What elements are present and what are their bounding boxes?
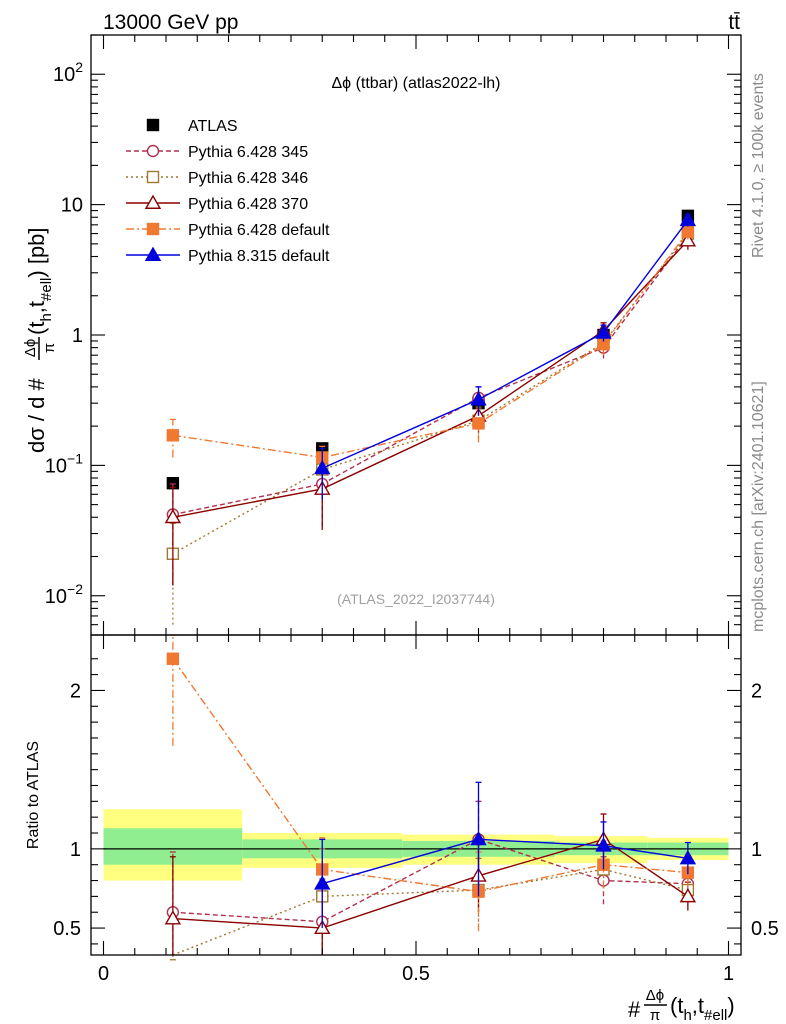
main-ytick-label-0: 10−2 (45, 581, 83, 608)
legend-item-pythia-6-428-346: Pythia 6.428 346 (126, 170, 308, 187)
ylabel-sub1: h (38, 313, 55, 321)
ratio-point-pythia-8-315-default-1 (314, 875, 331, 890)
main-line-pythia-6-428-345 (172, 235, 689, 516)
xlabel-sub1: h (683, 1007, 691, 1024)
main-point-pythia-8-315-default-3 (595, 324, 612, 339)
xlabel-args: (th,t#ell) (670, 993, 735, 1024)
ratio-point-pythia-8-315-default-2 (470, 830, 487, 846)
xlabel-num: Δϕ (646, 987, 664, 1004)
ratio-point-pythia-8-315-default-4 (679, 849, 697, 865)
main-ytick-label-4: 102 (53, 59, 83, 86)
main-axes-layer: 10−2 10−1 1 10 102 (45, 34, 742, 636)
xlabel-prefix: # (628, 997, 641, 1022)
ratio-series-pythia-6-428-345 (166, 800, 695, 955)
legend-label-atlas: ATLAS (188, 118, 238, 135)
ratio-xtick-label-2: 1 (723, 963, 734, 985)
chart-title: Δϕ (ttbar) (atlas2022-lh) (331, 75, 500, 92)
ratio-series-layer (164, 634, 697, 961)
ylabel-mid: ,t (24, 301, 49, 313)
ratio-ylabel: Ratio to ATLAS (25, 741, 42, 849)
legend-item-pythia-6-428-370: Pythia 6.428 370 (126, 194, 308, 213)
ratio-bands-layer (103, 809, 729, 881)
main-series-layer (164, 209, 697, 625)
ylabel-num: Δϕ (22, 339, 39, 357)
mcplots-label: mcplots.cern.ch [arXiv:2401.10621] (750, 381, 767, 632)
ratio-ytick-label-left-0: 0.5 (53, 918, 81, 940)
legend-marker-pythia-6-428-346 (146, 170, 160, 184)
ratio-series-pythia-6-428-default (166, 634, 695, 932)
legend-label-pythia-6-428-345: Pythia 6.428 345 (188, 144, 308, 161)
ratio-line-pythia-6-428-346 (172, 868, 689, 956)
legend-marker-pythia-6-428-345 (146, 144, 160, 158)
ratio-ytick-label-right-0: 0.5 (751, 918, 779, 940)
ratio-ytick-label-left-2: 2 (70, 680, 81, 702)
legend-label-pythia-6-428-370: Pythia 6.428 370 (188, 196, 308, 213)
ratio-point-pythia-6-428-default-0 (166, 652, 180, 665)
ratio-line-pythia-8-315-default (322, 838, 688, 885)
main-point-pythia-6-428-370-4 (679, 232, 697, 247)
ylabel-args-a: (t (24, 322, 49, 335)
ratio-point-pythia-6-428-370-4 (679, 887, 697, 903)
main-series-pythia-8-315-default (314, 211, 697, 500)
ratio-xtick-label-0: 0 (98, 963, 109, 985)
header-left: 13000 GeV pp (103, 11, 238, 34)
main-line-pythia-6-428-370 (172, 240, 689, 518)
main-ytick-label-1: 10−1 (45, 450, 83, 477)
legend-item-pythia-6-428-345: Pythia 6.428 345 (126, 144, 308, 161)
main-series-pythia-6-428-370 (164, 231, 697, 586)
main-line-pythia-8-315-default (321, 219, 689, 469)
ylabel-den: π (41, 343, 58, 353)
ratio-ytick-label-right-2: 2 (751, 680, 762, 702)
main-ytick-label-3: 10 (61, 195, 83, 217)
ratio-ytick-label-right-1: 1 (751, 839, 762, 861)
ratio-axes-layer: 0.5 0.5 1 1 2 2 0 0.5 1 (53, 634, 779, 985)
main-point-pythia-6-428-default-2 (472, 417, 485, 430)
ratio-xtick-label-1: 0.5 (402, 963, 430, 985)
legend-marker-atlas (146, 118, 160, 132)
main-point-pythia-6-428-default-4 (681, 225, 695, 238)
legend-label-pythia-8-315-default: Pythia 8.315 default (188, 248, 330, 265)
legend: ATLAS Pythia 6.428 345 Pythia 6.428 346 Pyt… (126, 118, 330, 265)
ratio-point-pythia-8-315-default-3 (595, 837, 612, 852)
ratio-frame (90, 634, 742, 956)
xlabel-close: ) (727, 993, 734, 1018)
ratio-line-pythia-6-428-345 (172, 838, 688, 923)
main-point-pythia-8-315-default-4 (679, 211, 697, 227)
legend-marker-pythia-8-315-default (144, 246, 162, 261)
xlabel-sub2: #ell (704, 1007, 727, 1024)
main-point-pythia-8-315-default-2 (470, 391, 487, 406)
ratio-panel: 0.5 0.5 1 1 2 2 0 0.5 1 Ratio to ATLAS # Δϕ π (t… (25, 634, 779, 1024)
xlabel-args-a: (t (670, 993, 683, 1018)
rivet-label: Rivet 4.1.0, ≥ 100k events (750, 73, 767, 258)
xlabel-den: π (650, 1007, 660, 1024)
ylabel-close: ) [pb] (24, 227, 49, 277)
legend-label-pythia-6-428-default: Pythia 6.428 default (188, 222, 330, 239)
legend-item-pythia-6-428-default: Pythia 6.428 default (126, 222, 330, 239)
xlabel-mid: ,t (692, 993, 704, 1018)
legend-marker-pythia-6-428-default (146, 222, 160, 236)
main-line-pythia-6-428-346 (172, 233, 689, 555)
ratio-ytick-label-left-1: 1 (70, 839, 81, 861)
ylabel-sub2: #ell (38, 278, 55, 301)
ratio-point-pythia-6-428-370-0 (164, 910, 182, 925)
legend-marker-pythia-6-428-370 (144, 194, 162, 209)
main-ytick-label-2: 1 (72, 325, 83, 347)
main-point-pythia-8-315-default-1 (314, 459, 331, 475)
legend-item-atlas: ATLAS (146, 118, 238, 135)
main-panel: 10−2 10−1 1 10 102 Δϕ (ttbar) (atlas2022-lh)… (22, 34, 742, 636)
main-point-pythia-6-428-370-0 (164, 508, 182, 524)
main-ylabel: dσ / d # Δϕ π (th,t#ell) [pb] (22, 227, 58, 453)
main-series-pythia-6-428-345 (166, 227, 695, 586)
legend-item-pythia-8-315-default: Pythia 8.315 default (126, 246, 330, 265)
header-right: tt̄ (728, 11, 740, 34)
main-point-pythia-6-428-default-0 (166, 429, 180, 442)
watermark: (ATLAS_2022_I2037744) (337, 591, 495, 607)
main-series-pythia-6-428-346 (166, 225, 695, 625)
ylabel-prefix: dσ / d # (24, 378, 49, 453)
legend-label-pythia-6-428-346: Pythia 6.428 346 (188, 170, 308, 187)
ylabel-args: (th,t#ell) [pb] (24, 227, 55, 335)
ratio-xlabel: # Δϕ π (th,t#ell) (628, 987, 735, 1024)
ratio-series-pythia-8-315-default (314, 781, 697, 929)
